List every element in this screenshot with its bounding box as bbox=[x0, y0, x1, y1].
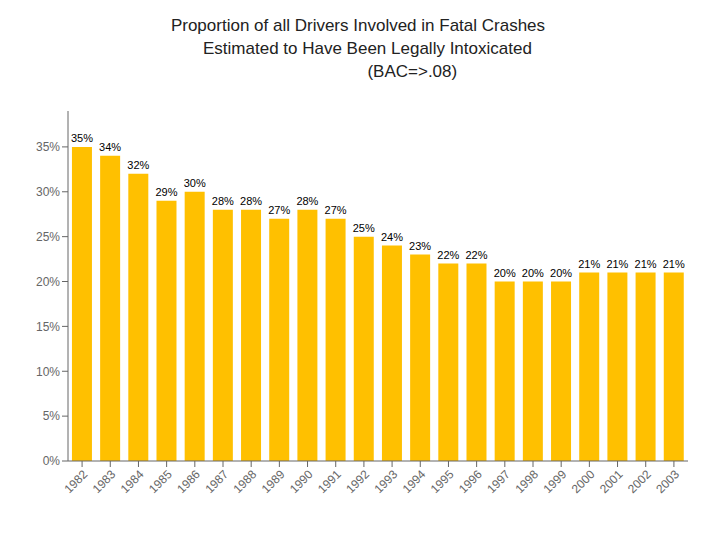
svg-text:21%: 21% bbox=[606, 258, 628, 270]
svg-text:1992: 1992 bbox=[343, 467, 372, 496]
svg-text:1997: 1997 bbox=[484, 467, 513, 496]
svg-text:35%: 35% bbox=[36, 140, 60, 154]
svg-text:1984: 1984 bbox=[118, 467, 147, 496]
html-text:Estimated to Have Been Legally: Estimated to Have Been Legally Intoxicat… bbox=[184, 39, 532, 58]
svg-text:2002: 2002 bbox=[625, 467, 654, 496]
svg-text:1994: 1994 bbox=[400, 467, 429, 496]
svg-text:22%: 22% bbox=[437, 249, 459, 261]
svg-text:32%: 32% bbox=[127, 159, 149, 171]
svg-text:30%: 30% bbox=[36, 185, 60, 199]
svg-text:2000: 2000 bbox=[569, 467, 598, 496]
svg-text:29%: 29% bbox=[155, 186, 177, 198]
svg-text:1986: 1986 bbox=[174, 467, 203, 496]
svg-text:1998: 1998 bbox=[512, 467, 541, 496]
svg-text:28%: 28% bbox=[296, 195, 318, 207]
svg-text:1991: 1991 bbox=[315, 467, 344, 496]
svg-text:1996: 1996 bbox=[456, 467, 485, 496]
html-text:(BAC=>.08): (BAC=>.08) bbox=[258, 62, 458, 81]
svg-text:28%: 28% bbox=[212, 195, 234, 207]
svg-text:25%: 25% bbox=[353, 222, 375, 234]
svg-text:1983: 1983 bbox=[90, 467, 119, 496]
svg-text:35%: 35% bbox=[71, 132, 93, 144]
svg-text:1989: 1989 bbox=[259, 467, 288, 496]
svg-text:24%: 24% bbox=[381, 231, 403, 243]
svg-text:20%: 20% bbox=[550, 267, 572, 279]
svg-text:1985: 1985 bbox=[146, 467, 175, 496]
svg-text:21%: 21% bbox=[635, 258, 657, 270]
svg-text:20%: 20% bbox=[36, 275, 60, 289]
svg-text:22%: 22% bbox=[465, 249, 487, 261]
svg-text:23%: 23% bbox=[409, 240, 431, 252]
svg-text:2001: 2001 bbox=[597, 467, 626, 496]
svg-text:1987: 1987 bbox=[202, 467, 231, 496]
svg-text:20%: 20% bbox=[522, 267, 544, 279]
svg-text:30%: 30% bbox=[184, 177, 206, 189]
svg-text:27%: 27% bbox=[268, 204, 290, 216]
svg-text:2003: 2003 bbox=[653, 467, 682, 496]
svg-text:20%: 20% bbox=[494, 267, 516, 279]
svg-text:1993: 1993 bbox=[371, 467, 400, 496]
svg-text:1988: 1988 bbox=[231, 467, 260, 496]
svg-text:1999: 1999 bbox=[541, 467, 570, 496]
svg-text:21%: 21% bbox=[663, 258, 685, 270]
svg-text:27%: 27% bbox=[325, 204, 347, 216]
svg-text:34%: 34% bbox=[99, 141, 121, 153]
svg-text:25%: 25% bbox=[36, 230, 60, 244]
svg-text:10%: 10% bbox=[36, 365, 60, 379]
html-text:Proportion of all Drivers Invo: Proportion of all Drivers Involved in Fa… bbox=[170, 16, 546, 35]
svg-text:1990: 1990 bbox=[287, 467, 316, 496]
svg-text:0%: 0% bbox=[43, 454, 61, 468]
svg-text:1982: 1982 bbox=[61, 467, 90, 496]
svg-text:1995: 1995 bbox=[428, 467, 457, 496]
svg-text:21%: 21% bbox=[578, 258, 600, 270]
svg-text:28%: 28% bbox=[240, 195, 262, 207]
svg-text:5%: 5% bbox=[43, 409, 61, 423]
svg-text:15%: 15% bbox=[36, 320, 60, 334]
